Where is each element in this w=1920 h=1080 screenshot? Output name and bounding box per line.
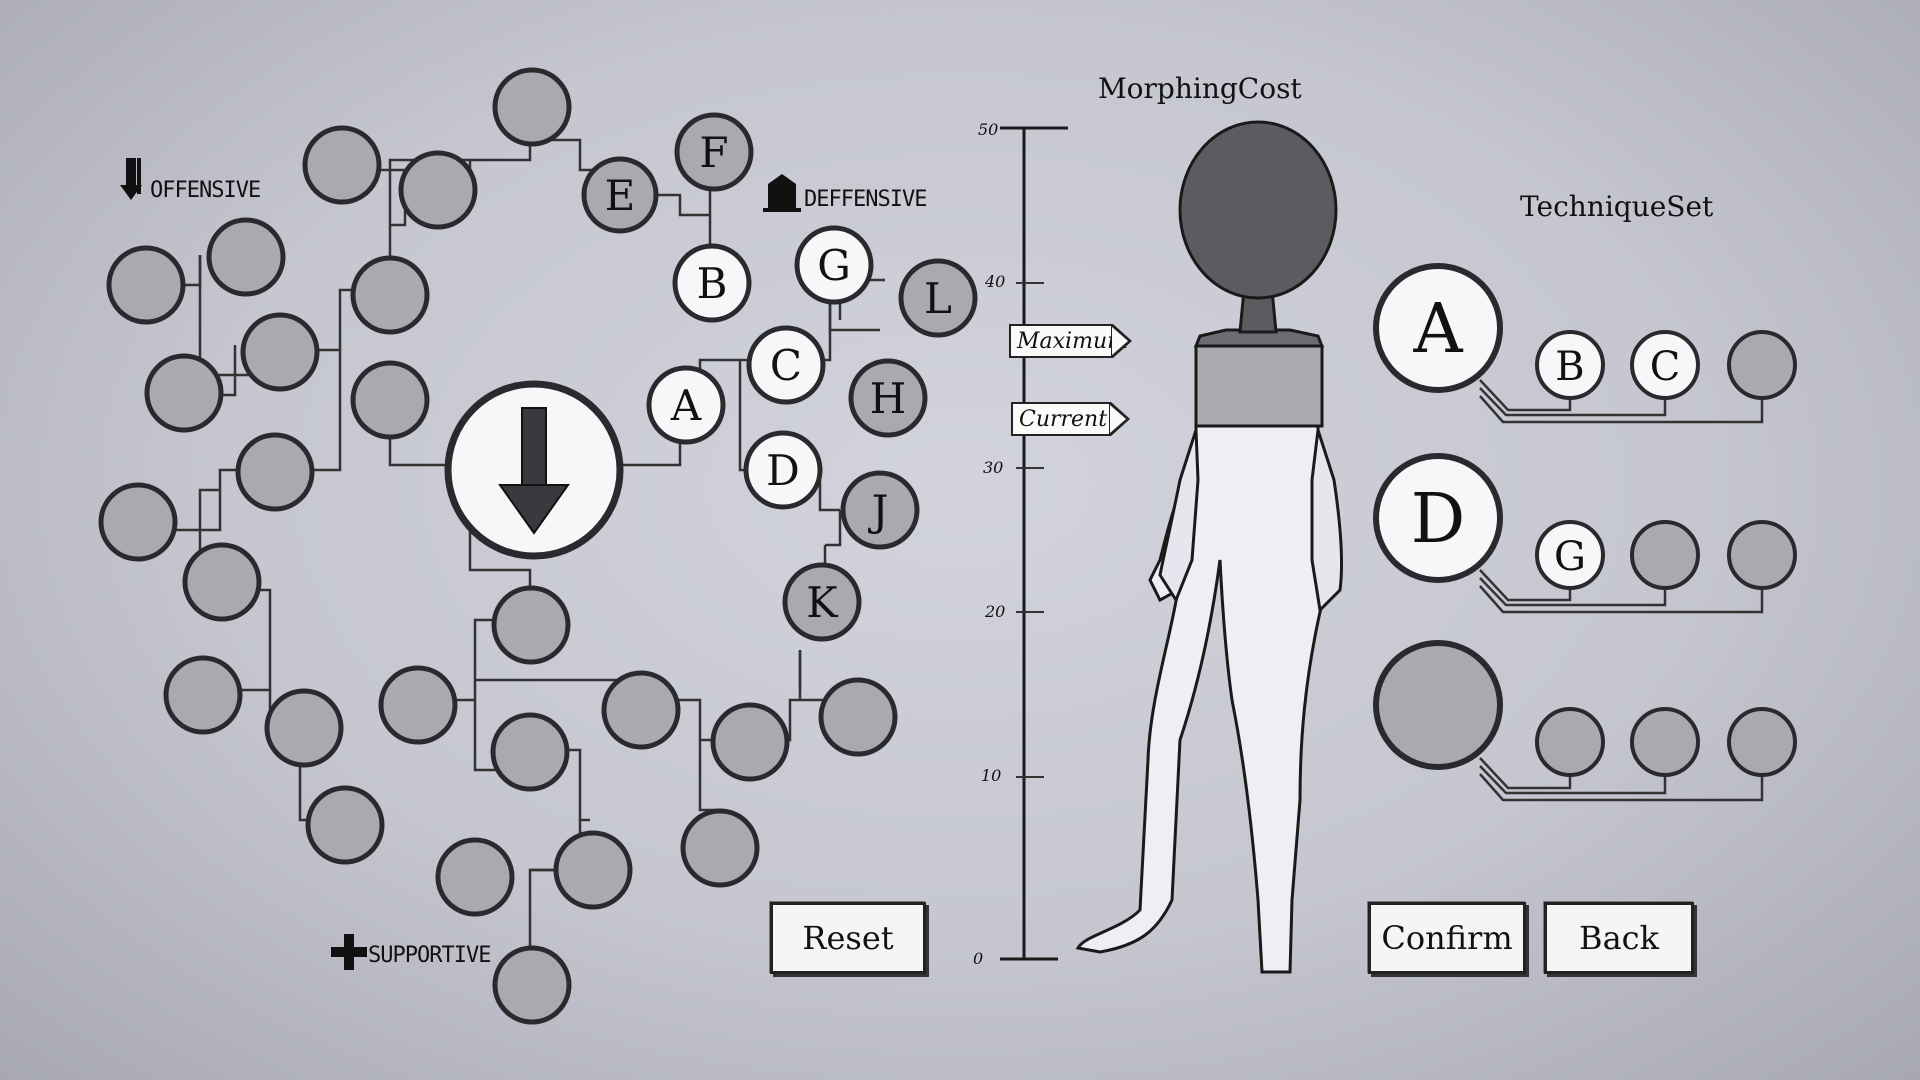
character-figure	[1075, 120, 1344, 974]
skill-node-f[interactable]	[674, 112, 754, 192]
technique-main-slot-2[interactable]	[1373, 453, 1503, 583]
skill-node[interactable]	[818, 677, 898, 757]
node-letter: J	[868, 486, 889, 535]
node-letter: A	[670, 381, 702, 430]
technique-main-slots	[1373, 263, 1503, 770]
technique-sub-slot[interactable]	[1727, 330, 1797, 400]
tree-nodes-letters	[581, 112, 978, 642]
scale-tick-label: 50	[978, 120, 999, 139]
scale-tick-label: 30	[983, 458, 1004, 477]
technique-main-slot-3[interactable]	[1373, 640, 1503, 770]
reset-button[interactable]: Reset	[770, 902, 926, 974]
node-letter: E	[605, 171, 636, 220]
skill-node[interactable]	[163, 655, 243, 735]
technique-sub-slot[interactable]	[1535, 707, 1605, 777]
node-letter: H	[870, 374, 907, 423]
skill-node[interactable]	[240, 312, 320, 392]
skill-node[interactable]	[378, 665, 458, 745]
technique-set-title: TechniqueSet	[1520, 190, 1714, 223]
category-offensive: OFFENSIVE	[150, 178, 261, 203]
skill-node[interactable]	[490, 712, 570, 792]
skill-node-g[interactable]	[794, 225, 874, 305]
technique-main-letter: A	[1412, 290, 1463, 369]
skill-node[interactable]	[305, 785, 385, 865]
skill-node-h[interactable]	[848, 358, 928, 438]
skill-node[interactable]	[398, 150, 478, 230]
node-letter: C	[770, 341, 802, 390]
skill-node[interactable]	[302, 125, 382, 205]
skill-node[interactable]	[680, 808, 760, 888]
skill-node-e[interactable]	[581, 156, 659, 234]
supportive-icon	[331, 934, 367, 970]
technique-main-slot-1[interactable]	[1373, 263, 1503, 393]
node-letter: B	[697, 259, 728, 308]
skill-node[interactable]	[435, 837, 515, 917]
back-button[interactable]: Back	[1544, 902, 1694, 974]
skill-node[interactable]	[98, 482, 178, 562]
technique-connectors	[1479, 379, 1764, 802]
offensive-icon	[120, 158, 142, 200]
skill-node-c[interactable]	[746, 325, 826, 405]
maximum-marker: Maximum	[1009, 324, 1132, 358]
scale-tick-label: 20	[985, 602, 1006, 621]
skill-node[interactable]	[206, 217, 286, 297]
skill-node[interactable]	[492, 67, 572, 147]
skill-node[interactable]	[235, 432, 315, 512]
tree-nodes-locked	[98, 67, 898, 1025]
skill-node-k[interactable]	[782, 562, 862, 642]
defensive-icon	[763, 174, 801, 212]
skill-node[interactable]	[144, 353, 224, 433]
arrow-down-icon	[498, 407, 570, 535]
skill-node-a[interactable]	[646, 365, 726, 445]
technique-sub-slot[interactable]	[1630, 707, 1700, 777]
technique-sub-slot[interactable]	[1727, 520, 1797, 590]
technique-sub-slot[interactable]	[1535, 330, 1605, 400]
skill-node[interactable]	[710, 702, 790, 782]
category-defensive: DEFFENSIVE	[804, 187, 927, 212]
technique-sub-letter: C	[1650, 344, 1681, 390]
skill-node-d[interactable]	[743, 430, 823, 510]
skill-node-b[interactable]	[672, 243, 752, 323]
skill-node[interactable]	[264, 688, 344, 768]
category-supportive: SUPPORTIVE	[368, 943, 491, 968]
technique-sub-slot[interactable]	[1535, 520, 1605, 590]
technique-sub-letter: G	[1554, 534, 1586, 580]
technique-sub-slots	[1535, 330, 1797, 777]
skill-node-j[interactable]	[840, 470, 920, 550]
cost-scale	[1000, 126, 1068, 961]
current-marker: Current	[1011, 402, 1130, 436]
morphing-cost-title: MorphingCost	[1098, 72, 1302, 105]
node-letter: G	[817, 241, 851, 290]
technique-sub-slot[interactable]	[1630, 330, 1700, 400]
node-letter: L	[924, 274, 952, 323]
confirm-button[interactable]: Confirm	[1368, 902, 1526, 974]
scale-tick-label: 0	[973, 949, 984, 968]
skill-node[interactable]	[106, 245, 186, 325]
skill-node[interactable]	[601, 670, 681, 750]
skill-node[interactable]	[492, 945, 572, 1025]
node-letter: D	[766, 446, 800, 495]
technique-sub-letter: B	[1555, 344, 1584, 390]
scale-tick-label: 10	[981, 766, 1002, 785]
technique-sub-slot[interactable]	[1727, 707, 1797, 777]
technique-sub-slot[interactable]	[1630, 520, 1700, 590]
skill-node[interactable]	[491, 585, 571, 665]
node-letter: K	[806, 578, 839, 627]
scale-minor-ticks	[1016, 282, 1044, 778]
skill-node-l[interactable]	[898, 258, 978, 338]
skill-node[interactable]	[553, 830, 633, 910]
skill-node[interactable]	[350, 360, 430, 440]
technique-main-letter: D	[1411, 480, 1466, 559]
scale-tick-label: 40	[985, 272, 1006, 291]
node-letter: F	[699, 128, 728, 177]
skill-node[interactable]	[350, 255, 430, 335]
skill-node[interactable]	[182, 542, 262, 622]
